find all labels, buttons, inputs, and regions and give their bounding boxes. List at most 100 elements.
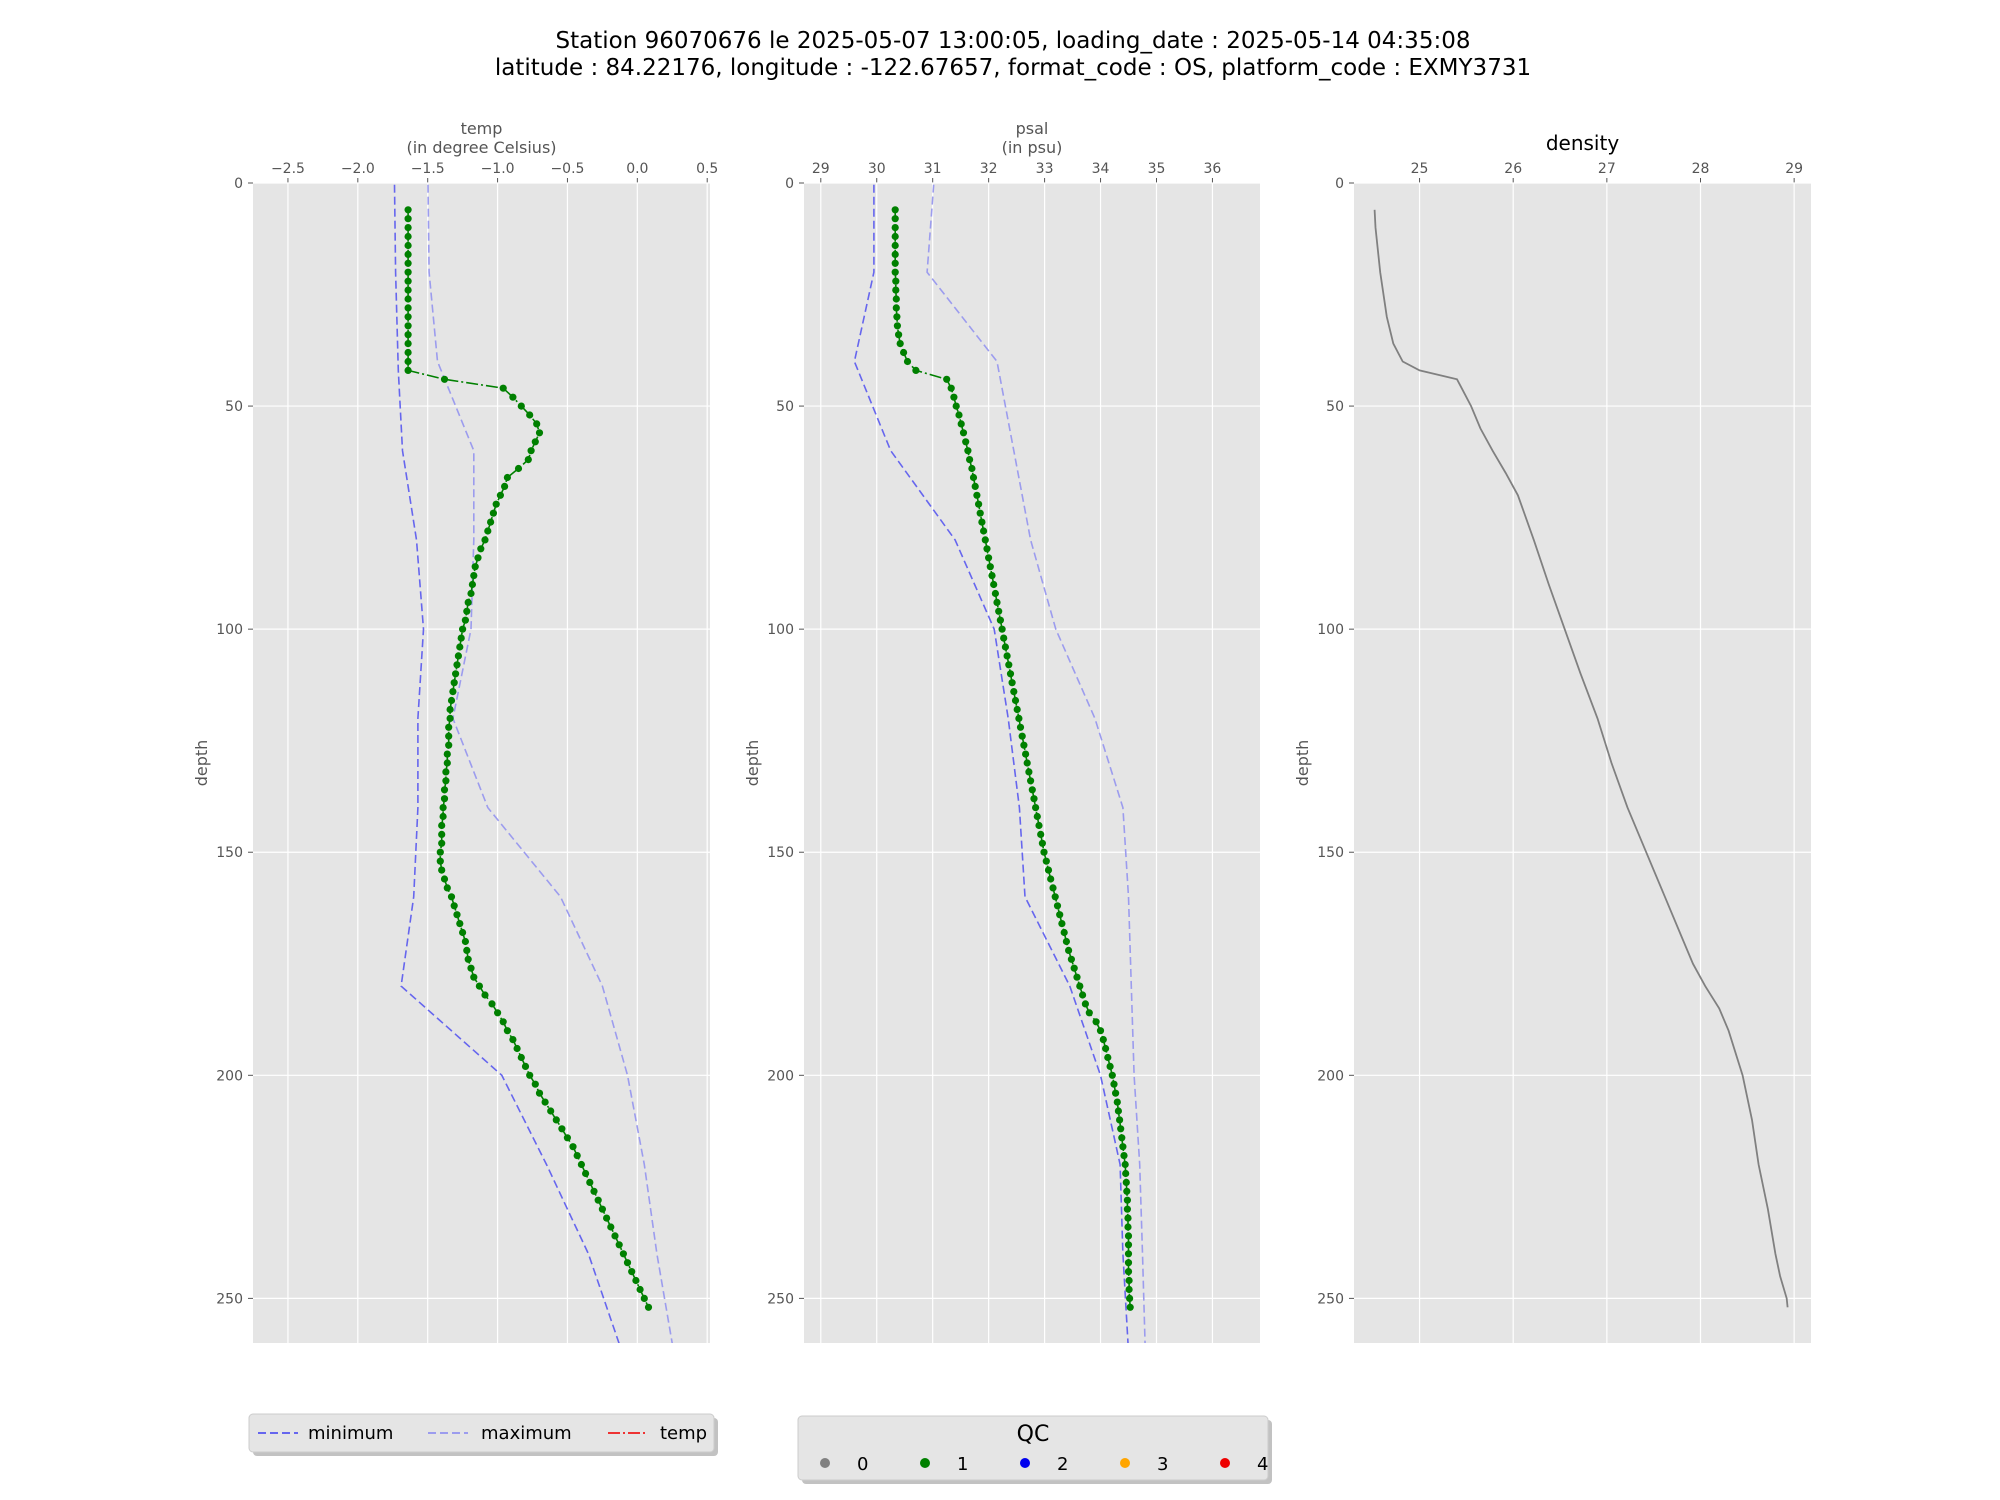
x-tick-label: −2.5 (271, 161, 305, 177)
data-point-psal (968, 464, 976, 473)
data-point-psal (950, 393, 958, 401)
x-tick-label: 25 (1411, 161, 1429, 177)
data-point-psal (1124, 1223, 1132, 1231)
data-point-temp (436, 857, 444, 865)
data-point-psal (1085, 1009, 1093, 1017)
data-point-temp (535, 1089, 544, 1097)
data-point-temp (453, 911, 461, 919)
data-point-psal (1120, 1152, 1128, 1160)
data-point-psal (959, 429, 968, 437)
data-point-temp (569, 1143, 577, 1151)
qc-legend-label-3: 3 (1157, 1454, 1168, 1475)
data-point-psal (1092, 1018, 1100, 1026)
y-tick-label: 50 (1326, 399, 1344, 415)
y-tick-label: 100 (767, 622, 794, 638)
data-point-temp (488, 1000, 496, 1008)
data-point-temp (459, 928, 467, 937)
data-point-psal (1065, 946, 1073, 955)
data-point-psal (1124, 1268, 1133, 1276)
qc-legend-box (797, 1415, 1269, 1481)
data-point-psal (1056, 911, 1064, 919)
data-point-psal (1104, 1053, 1112, 1062)
x-tick-label: 35 (1148, 161, 1166, 177)
data-point-temp (494, 1009, 502, 1017)
data-point-temp (440, 375, 449, 383)
data-point-temp (632, 1276, 640, 1285)
data-point-temp (443, 759, 451, 767)
data-point-temp (404, 241, 412, 250)
data-point-temp (404, 322, 412, 330)
x-tick-label: 27 (1598, 161, 1616, 177)
data-point-psal (964, 447, 972, 455)
data-point-temp (582, 1169, 590, 1178)
data-point-psal (1110, 1080, 1118, 1088)
data-point-psal (986, 563, 994, 571)
data-point-temp (404, 215, 412, 223)
data-point-psal (912, 366, 920, 374)
data-point-psal (993, 598, 1001, 607)
data-point-psal (1018, 732, 1026, 740)
x-axis-unit: (in psu) (1002, 138, 1063, 157)
qc-legend-label-4: 4 (1257, 1454, 1268, 1475)
data-point-psal (891, 250, 899, 258)
data-point-psal (1126, 1303, 1134, 1311)
data-point-temp (404, 268, 412, 276)
data-point-psal (1124, 1241, 1133, 1249)
data-point-temp (447, 893, 456, 901)
series-line-minimum (853, 183, 1129, 1343)
data-point-temp (438, 866, 446, 874)
data-point-psal (1124, 1232, 1133, 1240)
data-point-temp (470, 973, 478, 981)
data-point-temp (474, 554, 482, 562)
y-tick-label: 150 (767, 845, 794, 861)
data-point-psal (1051, 893, 1059, 901)
data-point-psal (991, 589, 1000, 598)
data-point-temp (521, 1062, 530, 1070)
data-point-psal (981, 536, 989, 544)
data-point-temp (594, 1196, 602, 1204)
data-point-psal (1000, 634, 1008, 642)
y-tick-label: 200 (767, 1068, 794, 1084)
data-point-temp (636, 1285, 644, 1294)
data-point-temp (471, 563, 479, 571)
data-point-temp (464, 955, 472, 963)
data-point-psal (962, 438, 970, 446)
data-point-temp (459, 625, 467, 633)
data-point-psal (1011, 696, 1020, 705)
data-point-temp (450, 902, 458, 910)
x-tick-label: 28 (1692, 161, 1710, 177)
data-point-temp (404, 348, 412, 357)
data-point-temp (533, 420, 541, 428)
panel-title: density (1546, 131, 1619, 155)
data-point-psal (988, 572, 996, 580)
data-point-psal (998, 625, 1006, 633)
data-point-temp (404, 304, 412, 312)
series-line-minimum (393, 183, 620, 1343)
data-point-temp (541, 1098, 549, 1106)
x-tick-label: 34 (1092, 161, 1110, 177)
data-point-psal (891, 206, 899, 214)
data-point-temp (468, 580, 476, 589)
data-point-temp (438, 830, 446, 839)
data-point-temp (563, 1134, 572, 1142)
legend-measured-label: temp (660, 1423, 707, 1444)
data-point-temp (484, 527, 492, 535)
data-point-psal (1023, 759, 1031, 767)
qc-legend-marker-1 (920, 1458, 930, 1468)
data-point-temp (449, 688, 457, 696)
data-point-psal (1038, 839, 1046, 847)
data-point-temp (457, 634, 465, 642)
data-point-psal (1060, 928, 1068, 937)
data-point-temp (513, 1044, 521, 1053)
data-point-psal (1015, 714, 1023, 723)
data-point-temp (547, 1107, 555, 1115)
legend-minimum-label: minimum (308, 1423, 393, 1444)
data-point-temp (442, 777, 450, 785)
data-point-psal (1076, 982, 1084, 990)
data-point-psal (957, 420, 965, 428)
data-point-psal (1125, 1276, 1133, 1285)
data-point-temp (590, 1187, 598, 1195)
data-point-psal (1079, 991, 1087, 999)
y-tick-label: 50 (225, 399, 243, 415)
data-point-temp (404, 259, 412, 267)
